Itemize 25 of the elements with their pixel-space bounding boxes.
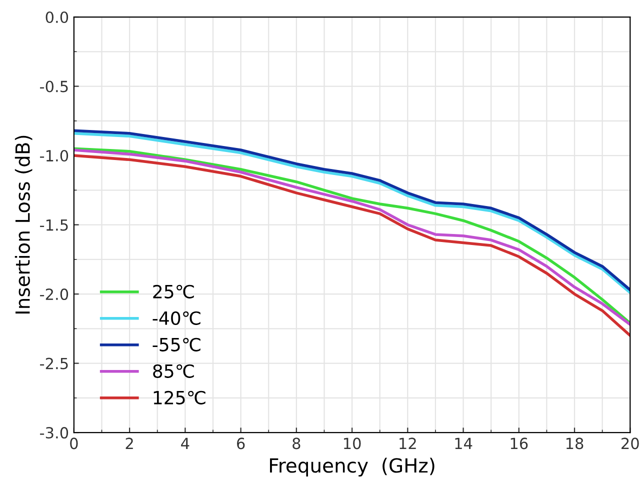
legend-label: 125℃ — [154, 390, 206, 404]
y-tick-label: -2.0 — [40, 288, 68, 300]
x-tick-label: 16 — [510, 438, 528, 450]
x-tick-label: 20 — [622, 438, 639, 450]
x-axis-title: Frequency (GHz) — [270, 458, 434, 477]
y-tick-label: -0.5 — [40, 80, 68, 92]
legend-label: 25℃ — [153, 284, 194, 298]
legend-label: -55℃ — [152, 338, 200, 352]
x-tick-label: 0 — [70, 438, 78, 450]
y-tick-label: -3.0 — [40, 427, 68, 439]
x-tick-label: 6 — [237, 438, 245, 450]
y-tick-label: -2.5 — [40, 358, 68, 370]
x-tick-label: 10 — [344, 438, 361, 450]
legend-label: -40℃ — [152, 311, 200, 325]
x-tick-label: 2 — [126, 438, 133, 450]
x-tick-label: 14 — [455, 438, 472, 450]
x-tick-label: 4 — [181, 438, 190, 450]
x-tick-label: 18 — [566, 438, 584, 450]
y-tick-label: -1.0 — [40, 150, 68, 162]
x-tick-label: 12 — [400, 438, 416, 450]
y-tick-label: -1.5 — [40, 219, 68, 231]
legend-label: 85℃ — [153, 364, 194, 378]
x-tick-label: 8 — [292, 438, 300, 450]
y-tick-label: 0.0 — [46, 11, 68, 24]
y-axis-title: Insertion Loss (dB) — [14, 136, 32, 314]
